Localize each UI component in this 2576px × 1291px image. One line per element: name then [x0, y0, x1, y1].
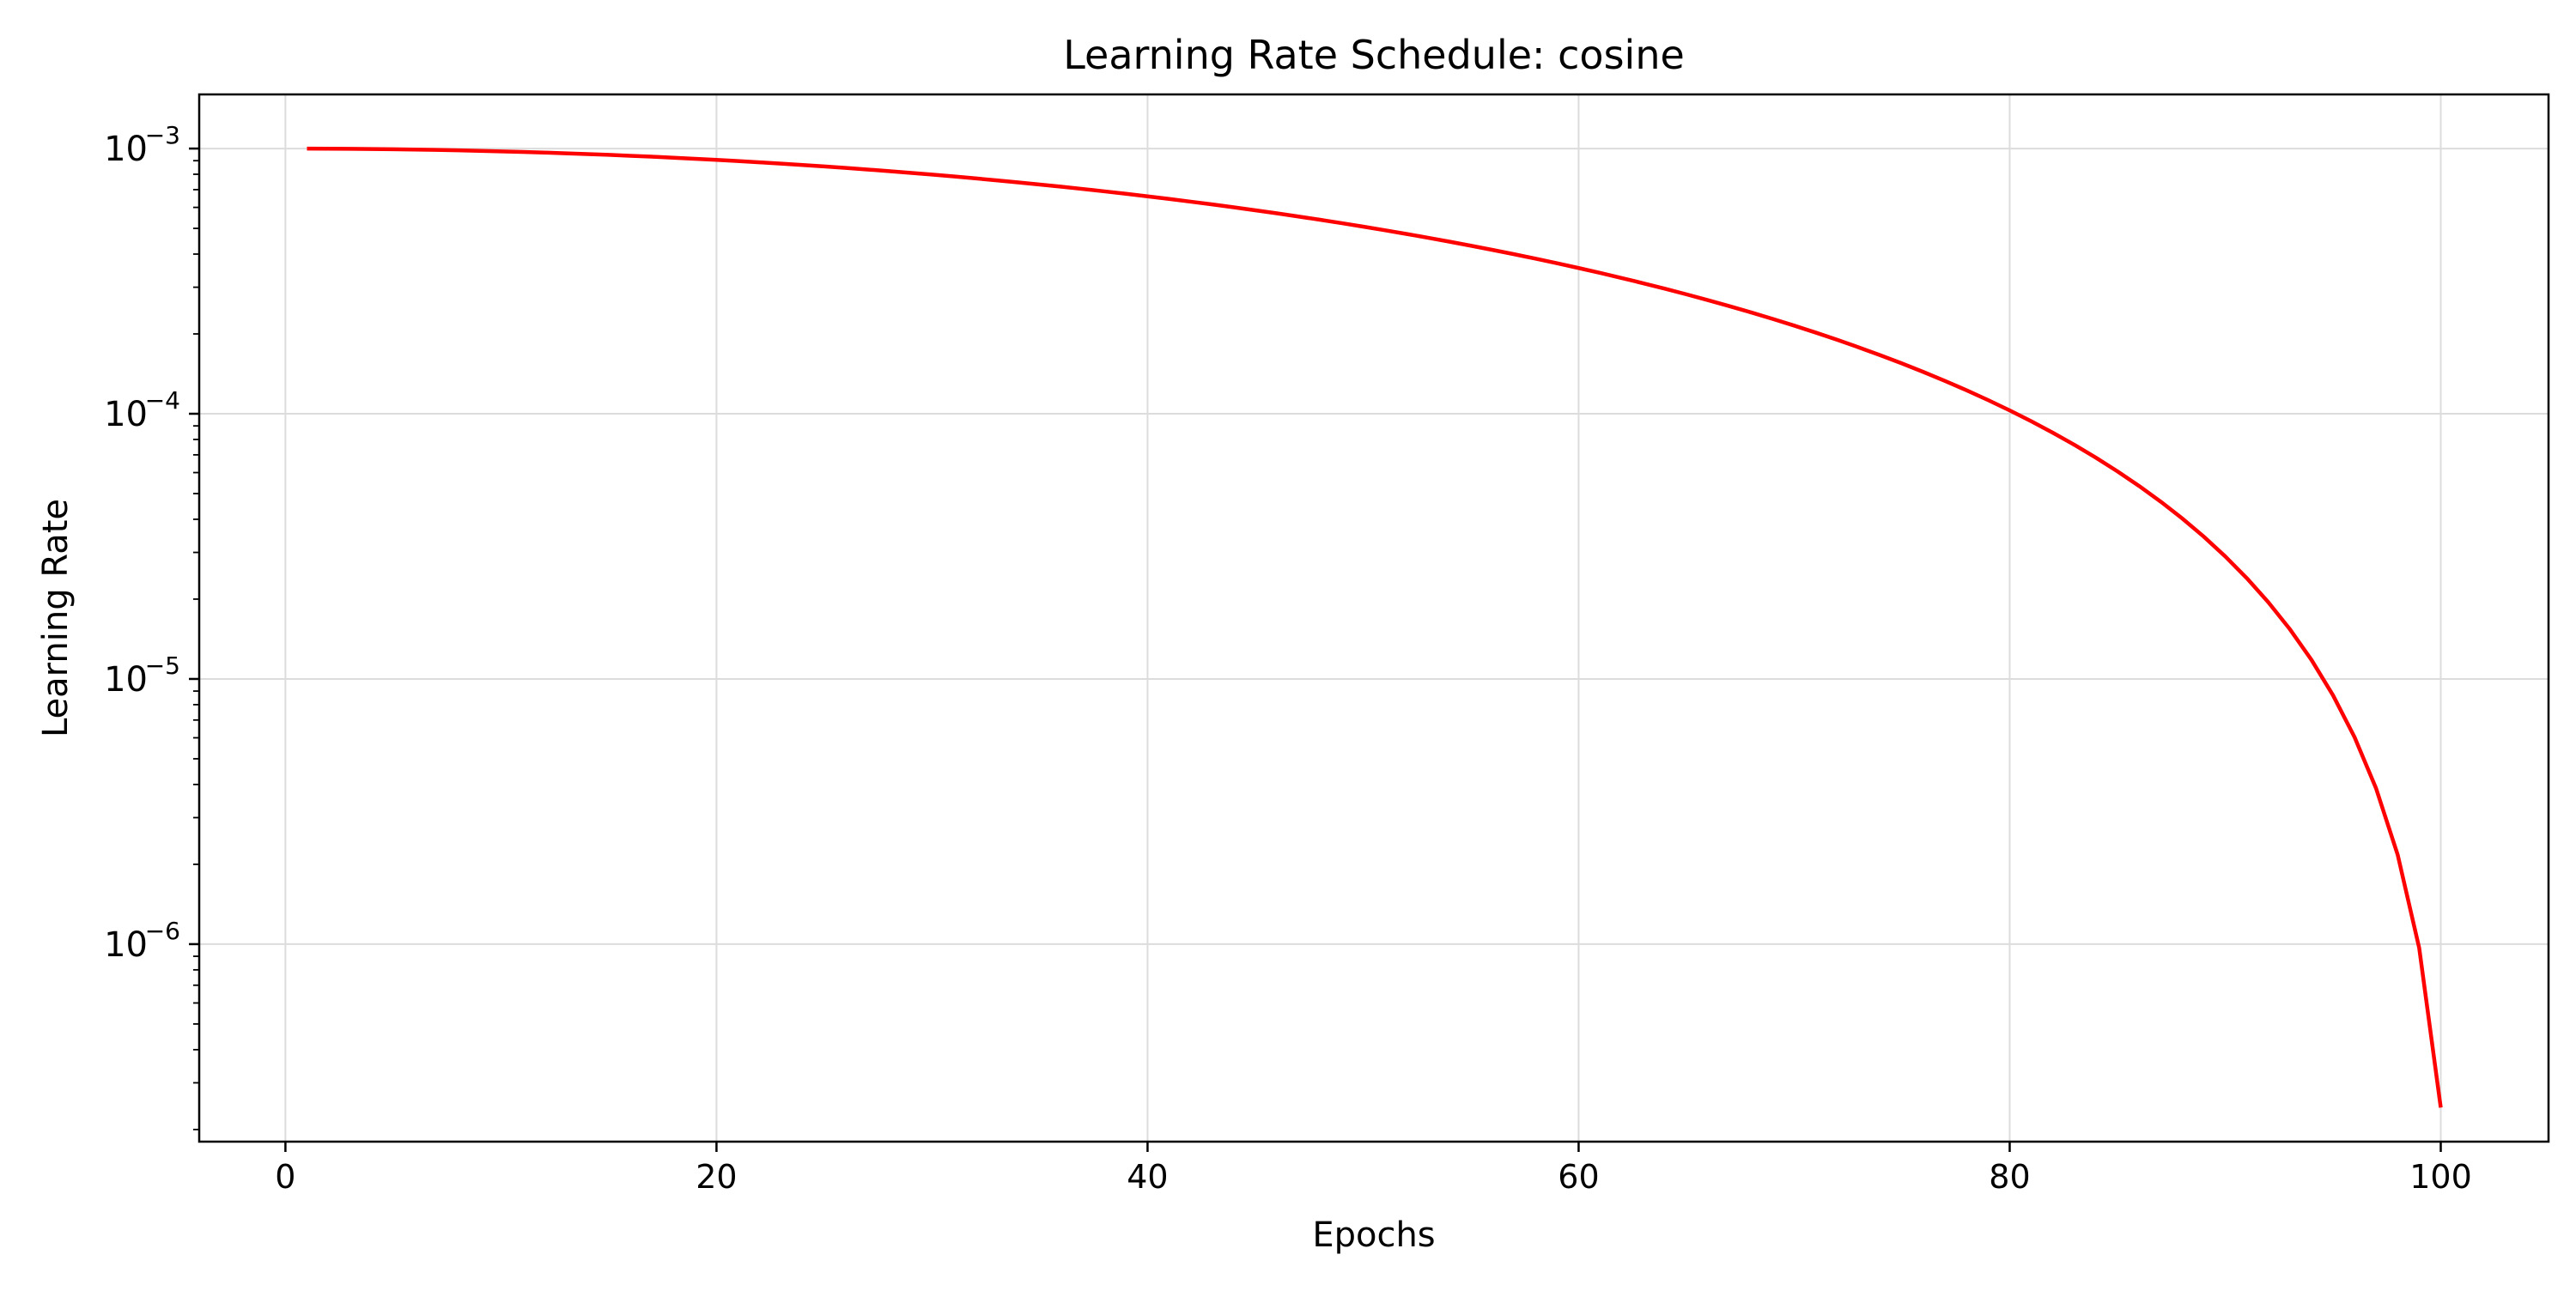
plot-area-frame [197, 93, 2550, 1143]
x-tick-label: 40 [1127, 1158, 1168, 1196]
chart-title: Learning Rate Schedule: cosine [1063, 32, 1685, 78]
series-layer [307, 146, 2443, 1108]
x-tick-label: 100 [2409, 1158, 2472, 1196]
y-tick-label: 10 [104, 660, 148, 700]
y-tick-exponent: −5 [145, 652, 180, 680]
x-tick-label: 60 [1558, 1158, 1599, 1196]
x-tick-label: 20 [696, 1158, 737, 1196]
lr-series-line [307, 146, 2443, 1108]
grid-lines [199, 94, 2549, 1142]
y-tick-exponent: −3 [145, 121, 180, 149]
y-tick-label: 10 [104, 925, 148, 965]
y-tick-label: 10 [104, 130, 148, 169]
y-axis-label: Learning Rate [36, 499, 76, 737]
x-axis-label: Epochs [1312, 1215, 1435, 1255]
x-tick-label: 80 [1989, 1158, 2030, 1196]
y-tick-exponent: −6 [145, 917, 180, 945]
y-tick-exponent: −4 [145, 386, 180, 415]
x-tick-label: 0 [275, 1158, 295, 1196]
y-tick-label: 10 [104, 395, 148, 434]
